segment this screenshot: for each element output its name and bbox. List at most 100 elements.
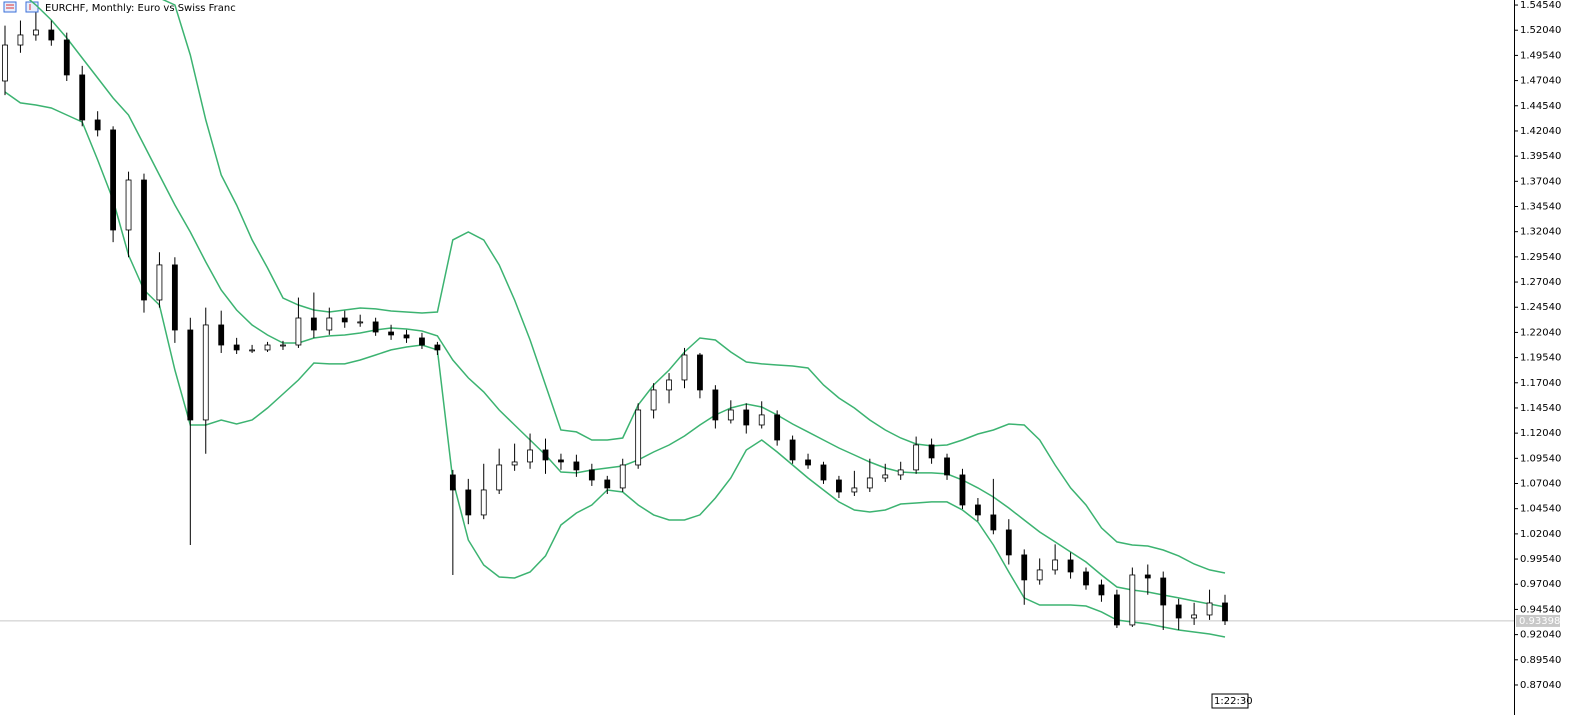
candle-body [573, 461, 580, 471]
candle-body [156, 264, 163, 301]
y-tick-label: 0.97040 [1520, 579, 1561, 590]
candle-body [1067, 559, 1074, 573]
candle-body [1052, 559, 1059, 571]
y-tick-label: 1.22040 [1520, 327, 1561, 338]
time-label: 1:22:30 [1214, 696, 1253, 707]
candle-body [727, 409, 734, 421]
candle-body [1175, 604, 1182, 619]
y-tick-label: 1.54540 [1520, 0, 1561, 11]
y-tick-label: 1.02040 [1520, 529, 1561, 540]
candle-body [496, 464, 503, 491]
candle-body [805, 459, 811, 466]
y-tick-label: 0.87040 [1520, 680, 1561, 691]
candle-body [928, 444, 935, 459]
candle-body [218, 324, 225, 346]
candle-body [558, 459, 564, 463]
chart-title: EURCHF, Monthly: Euro vs Swiss Franc [45, 3, 236, 14]
candle-body [511, 461, 518, 466]
candle-body [94, 119, 101, 131]
candle-body [32, 29, 39, 36]
candle-body [2, 44, 8, 82]
current-price-tag [1516, 614, 1560, 627]
candle-body [635, 409, 642, 466]
candle-body [758, 414, 765, 426]
candle-body [79, 74, 86, 121]
y-tick-label: 1.27040 [1520, 277, 1561, 288]
candle-body [913, 444, 920, 471]
y-tick-label: 1.42040 [1520, 126, 1561, 137]
y-tick-label: 1.12040 [1520, 428, 1561, 439]
candle-body [465, 489, 472, 516]
candle-body [17, 34, 24, 46]
y-tick-label: 1.34540 [1520, 202, 1561, 213]
candle-body [233, 344, 240, 351]
candle-body [110, 129, 117, 231]
candle-body [372, 321, 379, 333]
y-tick-label: 1.07040 [1520, 479, 1561, 490]
y-tick-label: 1.44540 [1520, 101, 1561, 112]
candle-body [63, 39, 70, 76]
icon [3, 1, 17, 13]
y-tick-label: 1.24540 [1520, 302, 1561, 313]
candle-body [681, 354, 688, 381]
y-tick-label: 1.29540 [1520, 252, 1561, 263]
candle-body [666, 379, 672, 391]
y-tick-label: 0.89540 [1520, 655, 1561, 666]
candle-body [1005, 529, 1012, 556]
candle-body [836, 479, 842, 493]
bollinger-band [162, 0, 1226, 574]
candle-body [449, 474, 456, 491]
y-tick-label: 1.49540 [1520, 50, 1561, 61]
candle-body [820, 464, 827, 481]
candle-body [975, 504, 981, 516]
candle-body [650, 389, 657, 411]
candle-body [789, 439, 796, 461]
candle-body [897, 469, 904, 476]
candle-body [990, 514, 997, 531]
candle-body [48, 29, 55, 41]
candle-body [419, 337, 425, 346]
y-tick-label: 1.09540 [1520, 453, 1561, 464]
y-tick-label: 1.47040 [1520, 76, 1561, 87]
candle-body [1222, 602, 1228, 622]
candle-body [1206, 602, 1213, 616]
candle-body [697, 354, 703, 391]
y-tick-label: 0.94540 [1520, 604, 1561, 615]
candle-body [1144, 574, 1151, 579]
candle-body [542, 449, 549, 461]
candle-body [1113, 594, 1120, 626]
toolbar-icons [3, 1, 39, 13]
candle-body [944, 457, 950, 476]
candle-body [851, 487, 858, 493]
candle-body [187, 329, 194, 421]
candle-body [1036, 569, 1043, 581]
y-tick-label: 0.99540 [1520, 554, 1561, 565]
candle-body [280, 344, 286, 347]
y-tick-label: 1.19540 [1520, 353, 1561, 364]
candle-body [588, 469, 595, 481]
candle-body [882, 474, 889, 479]
y-tick-label: 1.52040 [1520, 25, 1561, 36]
candle-body [959, 474, 966, 506]
candle-body [357, 321, 364, 324]
candle-body [249, 349, 255, 352]
candle-body [480, 489, 487, 516]
candle-body [171, 264, 178, 331]
y-tick-label: 1.17040 [1520, 378, 1561, 389]
y-tick-label: 1.14540 [1520, 403, 1561, 414]
time-box [1211, 693, 1249, 709]
current-price-label: 0.93398 [1519, 616, 1560, 627]
candle-body [1129, 574, 1136, 626]
candle-body [1098, 584, 1105, 596]
plot-area [0, 0, 1514, 638]
candle-body [619, 464, 626, 489]
candle-body [141, 179, 147, 301]
candle-body [743, 409, 750, 426]
icon [25, 1, 39, 13]
candle-body [388, 331, 394, 336]
candle-body [264, 344, 271, 351]
y-tick-label: 1.04540 [1520, 504, 1561, 515]
candle-body [774, 414, 781, 441]
candle-body [604, 479, 611, 489]
